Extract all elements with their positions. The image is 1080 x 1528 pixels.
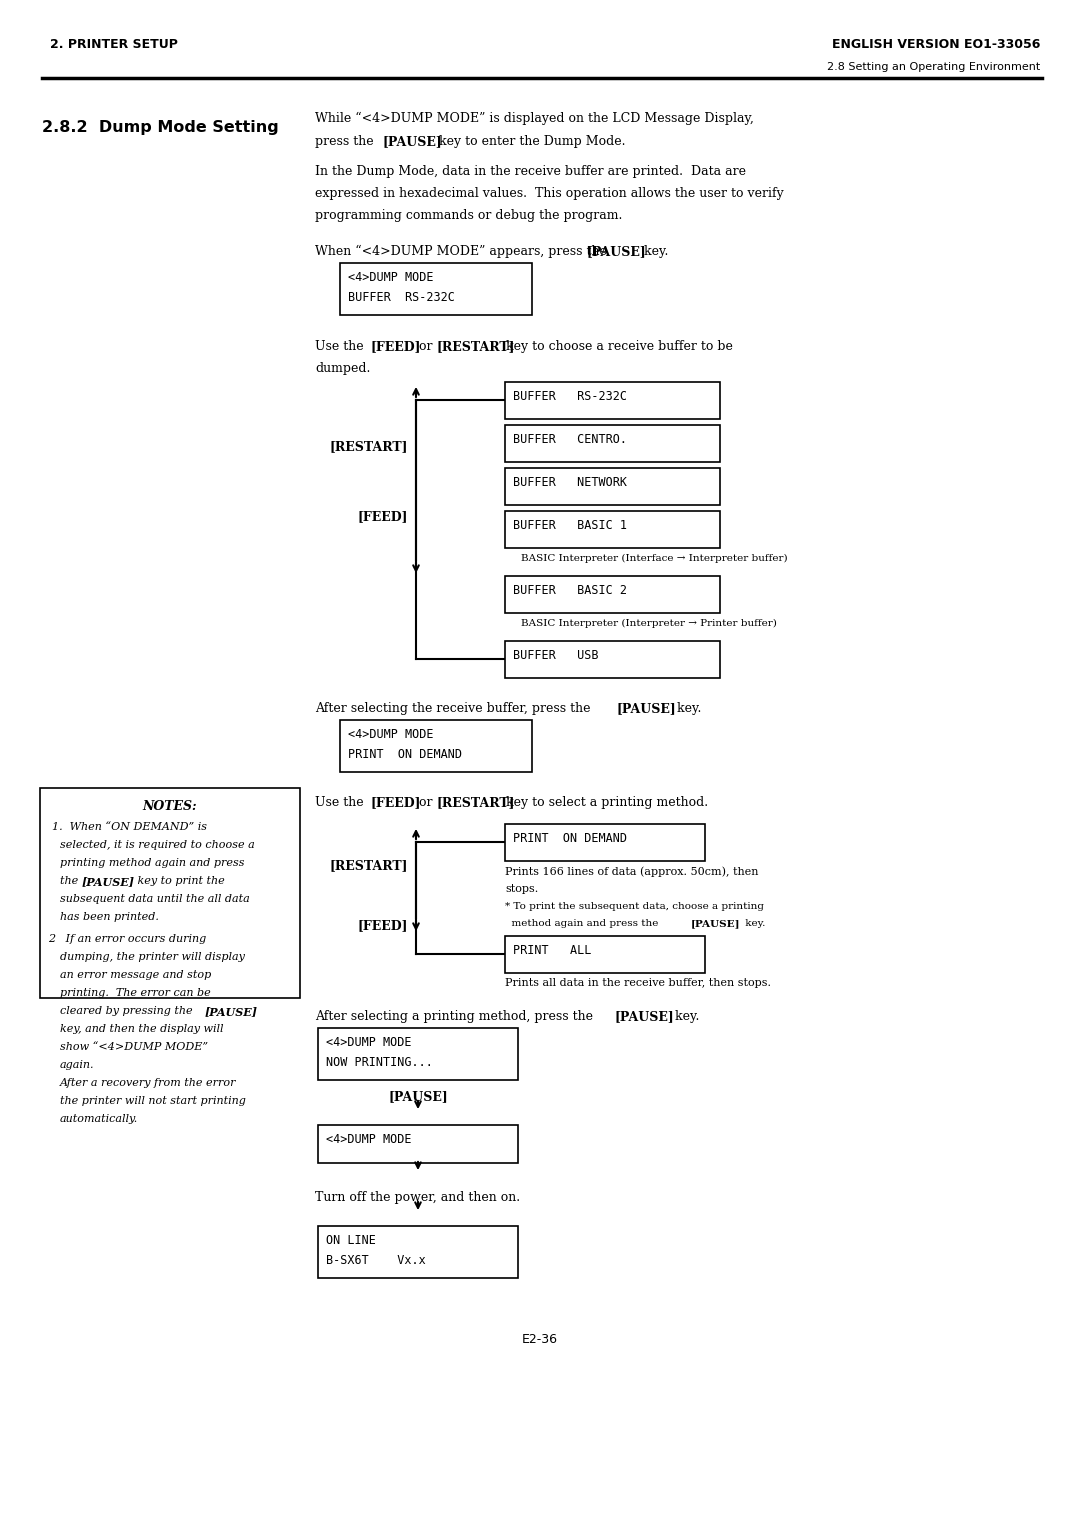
Text: stops.: stops. (505, 885, 538, 894)
Text: Turn off the power, and then on.: Turn off the power, and then on. (315, 1190, 521, 1204)
Text: BASIC Interpreter (Interface → Interpreter buffer): BASIC Interpreter (Interface → Interpret… (521, 555, 787, 564)
Text: BUFFER  RS-232C: BUFFER RS-232C (348, 290, 455, 304)
Text: an error message and stop: an error message and stop (60, 970, 212, 979)
Text: printing method again and press: printing method again and press (60, 859, 244, 868)
Text: * To print the subsequent data, choose a printing: * To print the subsequent data, choose a… (505, 902, 764, 911)
Bar (505, 576, 720, 613)
Text: method again and press the: method again and press the (505, 918, 662, 927)
Bar (318, 1225, 518, 1277)
Text: PRINT  ON DEMAND: PRINT ON DEMAND (513, 833, 627, 845)
Bar (318, 1028, 518, 1080)
Text: After selecting the receive buffer, press the: After selecting the receive buffer, pres… (315, 701, 594, 715)
Bar (505, 824, 705, 860)
Text: key.: key. (640, 244, 669, 258)
Text: BASIC Interpreter (Interpreter → Printer buffer): BASIC Interpreter (Interpreter → Printer… (521, 619, 777, 628)
Text: Prints 166 lines of data (approx. 50cm), then: Prints 166 lines of data (approx. 50cm),… (505, 866, 758, 877)
Text: key, and then the display will: key, and then the display will (60, 1024, 224, 1034)
Text: cleared by pressing the: cleared by pressing the (60, 1005, 197, 1016)
Text: Prints all data in the receive buffer, then stops.: Prints all data in the receive buffer, t… (505, 978, 771, 989)
Bar (505, 510, 720, 549)
Text: After selecting a printing method, press the: After selecting a printing method, press… (315, 1010, 597, 1024)
Text: BUFFER   CENTRO.: BUFFER CENTRO. (513, 432, 627, 446)
Text: BUFFER   USB: BUFFER USB (513, 649, 598, 662)
Text: [PAUSE]: [PAUSE] (615, 1010, 675, 1024)
Text: printing.  The error can be: printing. The error can be (60, 989, 211, 998)
Text: expressed in hexadecimal values.  This operation allows the user to verify: expressed in hexadecimal values. This op… (315, 186, 784, 200)
Text: 2.8.2  Dump Mode Setting: 2.8.2 Dump Mode Setting (42, 121, 279, 134)
Text: <4>DUMP MODE: <4>DUMP MODE (326, 1132, 411, 1146)
Text: PRINT   ALL: PRINT ALL (513, 944, 592, 957)
Text: key.: key. (671, 1010, 700, 1024)
Text: BUFFER   RS-232C: BUFFER RS-232C (513, 390, 627, 403)
Text: BUFFER   NETWORK: BUFFER NETWORK (513, 477, 627, 489)
Text: key to select a printing method.: key to select a printing method. (502, 796, 708, 808)
Text: [RESTART]: [RESTART] (329, 440, 408, 452)
Text: subsequent data until the all data: subsequent data until the all data (60, 894, 249, 905)
Text: or: or (415, 341, 436, 353)
Bar (505, 425, 720, 461)
Text: [PAUSE]: [PAUSE] (383, 134, 443, 148)
Text: [RESTART]: [RESTART] (329, 859, 408, 872)
Text: [PAUSE]: [PAUSE] (617, 701, 677, 715)
Text: selected, it is required to choose a: selected, it is required to choose a (60, 840, 255, 850)
Bar (505, 642, 720, 678)
Text: ON LINE: ON LINE (326, 1235, 376, 1247)
Text: 1.  When “ON DEMAND” is: 1. When “ON DEMAND” is (52, 822, 207, 833)
Text: PRINT  ON DEMAND: PRINT ON DEMAND (348, 749, 462, 761)
Text: Use the: Use the (315, 341, 367, 353)
Text: press the: press the (315, 134, 378, 148)
Text: the: the (60, 876, 82, 886)
Text: BUFFER   BASIC 1: BUFFER BASIC 1 (513, 520, 627, 532)
Text: [FEED]: [FEED] (370, 796, 420, 808)
Text: the printer will not start printing: the printer will not start printing (60, 1096, 246, 1106)
Bar (40, 788, 300, 998)
Bar (340, 720, 532, 772)
Bar (505, 937, 705, 973)
Text: [RESTART]: [RESTART] (436, 341, 514, 353)
Text: <4>DUMP MODE: <4>DUMP MODE (348, 270, 433, 284)
Text: NOW PRINTING...: NOW PRINTING... (326, 1056, 433, 1070)
Text: [RESTART]: [RESTART] (436, 796, 514, 808)
Text: 2   If an error occurs during: 2 If an error occurs during (48, 934, 206, 944)
Text: Use the: Use the (315, 796, 367, 808)
Text: E2-36: E2-36 (522, 1332, 558, 1346)
Text: B-SX6T    Vx.x: B-SX6T Vx.x (326, 1254, 426, 1267)
Text: ENGLISH VERSION EO1-33056: ENGLISH VERSION EO1-33056 (832, 38, 1040, 50)
Text: [PAUSE]: [PAUSE] (586, 244, 646, 258)
Text: BUFFER   BASIC 2: BUFFER BASIC 2 (513, 584, 627, 597)
Text: key.: key. (742, 918, 766, 927)
Bar (318, 1125, 518, 1163)
Text: key to print the: key to print the (134, 876, 225, 886)
Text: show “<4>DUMP MODE”: show “<4>DUMP MODE” (60, 1042, 208, 1051)
Text: has been printed.: has been printed. (60, 912, 159, 921)
Text: [FEED]: [FEED] (370, 341, 420, 353)
Text: [FEED]: [FEED] (357, 918, 408, 932)
Text: [PAUSE]: [PAUSE] (691, 918, 741, 927)
Text: programming commands or debug the program.: programming commands or debug the progra… (315, 209, 622, 222)
Text: [PAUSE]: [PAUSE] (388, 1089, 448, 1103)
Text: or: or (415, 796, 436, 808)
Text: dumping, the printer will display: dumping, the printer will display (60, 952, 245, 963)
Text: key.: key. (673, 701, 701, 715)
Text: [FEED]: [FEED] (357, 510, 408, 523)
Text: 2.8 Setting an Operating Environment: 2.8 Setting an Operating Environment (827, 63, 1040, 72)
Text: <4>DUMP MODE: <4>DUMP MODE (348, 727, 433, 741)
Text: again.: again. (60, 1060, 95, 1070)
Text: [PAUSE]: [PAUSE] (82, 876, 135, 886)
Text: While “<4>DUMP MODE” is displayed on the LCD Message Display,: While “<4>DUMP MODE” is displayed on the… (315, 112, 754, 125)
Text: 2. PRINTER SETUP: 2. PRINTER SETUP (50, 38, 178, 50)
Text: <4>DUMP MODE: <4>DUMP MODE (326, 1036, 411, 1050)
Text: After a recovery from the error: After a recovery from the error (60, 1077, 237, 1088)
Text: automatically.: automatically. (60, 1114, 138, 1125)
Text: When “<4>DUMP MODE” appears, press the: When “<4>DUMP MODE” appears, press the (315, 244, 611, 258)
Bar (505, 382, 720, 419)
Text: [PAUSE]: [PAUSE] (205, 1005, 258, 1018)
Text: key to choose a receive buffer to be: key to choose a receive buffer to be (502, 341, 733, 353)
Bar (505, 468, 720, 504)
Text: In the Dump Mode, data in the receive buffer are printed.  Data are: In the Dump Mode, data in the receive bu… (315, 165, 746, 177)
Text: key to enter the Dump Mode.: key to enter the Dump Mode. (435, 134, 625, 148)
Text: dumped.: dumped. (315, 362, 370, 374)
Bar (340, 263, 532, 315)
Text: NOTES:: NOTES: (143, 801, 198, 813)
